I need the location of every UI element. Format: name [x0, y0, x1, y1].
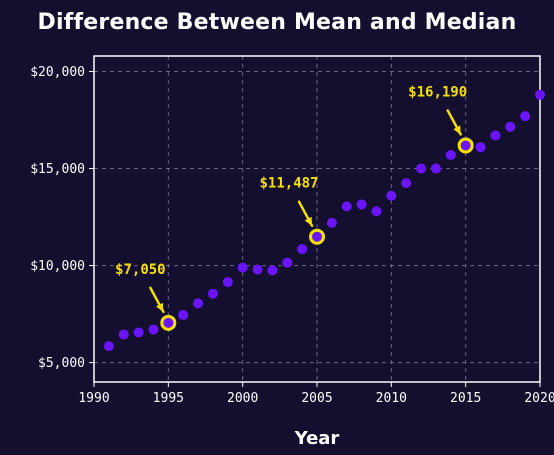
chart-title: Difference Between Mean and Median — [37, 10, 517, 35]
data-point — [252, 264, 263, 275]
data-point — [237, 262, 248, 273]
data-point — [148, 324, 159, 335]
data-point — [222, 277, 233, 288]
data-point — [371, 206, 382, 217]
x-tick-label: 1990 — [78, 391, 109, 406]
data-point — [326, 217, 337, 228]
x-axis-label: Year — [294, 428, 340, 449]
data-point — [282, 257, 293, 268]
data-point — [445, 149, 456, 160]
y-tick-label: $20,000 — [30, 65, 85, 80]
highlighted-point — [457, 137, 474, 154]
data-point — [178, 310, 189, 321]
x-tick-label: 2020 — [524, 391, 554, 406]
highlighted-point — [309, 228, 325, 245]
x-tick-label: 2015 — [450, 391, 481, 406]
data-point — [475, 142, 486, 153]
data-point — [133, 327, 144, 338]
data-point — [416, 163, 427, 174]
data-point — [356, 199, 367, 210]
data-point — [297, 244, 308, 255]
x-tick-label: 2000 — [227, 391, 258, 406]
annotation-label: $7,050 — [115, 262, 166, 278]
annotation-arrowhead — [156, 302, 164, 312]
x-tick-label: 2005 — [301, 391, 332, 406]
x-axis-ticks: 1990 1995 2000 2005 2010 2015 2020 — [78, 382, 554, 406]
highlighted-point — [160, 314, 177, 331]
data-point — [520, 111, 531, 122]
x-tick-label: 1995 — [153, 391, 184, 406]
data-point — [118, 329, 129, 340]
annotation-arrowhead — [304, 216, 312, 226]
y-tick-label: $5,000 — [38, 356, 85, 371]
grid-layer — [93, 56, 541, 382]
annotation-label: $16,190 — [408, 84, 467, 100]
annotation-arrowhead — [453, 125, 461, 135]
data-point — [207, 288, 218, 299]
y-tick-label: $10,000 — [30, 259, 85, 274]
y-tick-label: $15,000 — [30, 162, 85, 177]
data-point — [505, 121, 516, 132]
data-point — [401, 178, 412, 189]
data-point — [490, 130, 501, 141]
data-point — [341, 201, 352, 212]
data-points — [103, 89, 545, 352]
data-point — [193, 298, 204, 309]
data-point — [430, 163, 441, 174]
data-point — [386, 190, 397, 201]
data-point — [535, 89, 545, 100]
annotations-layer: $7,050 $11,487 $16,190 — [115, 84, 474, 331]
x-tick-label: 2010 — [376, 391, 407, 406]
data-point — [103, 341, 114, 352]
y-axis-ticks: $5,000 $10,000 $15,000 $20,000 — [30, 65, 94, 371]
data-point — [267, 265, 278, 276]
annotation-label: $11,487 — [259, 176, 318, 192]
